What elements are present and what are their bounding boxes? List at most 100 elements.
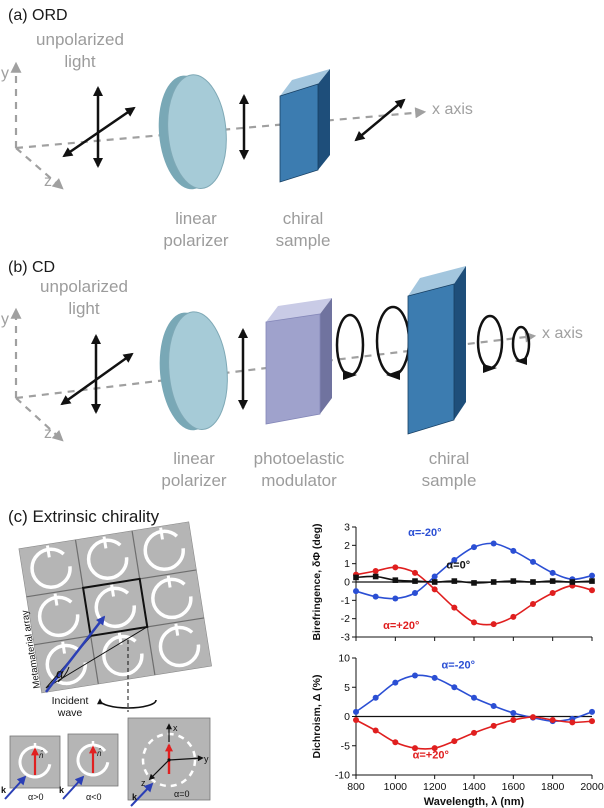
y-axis-title: Birefringence, δΦ (deg) [311, 523, 323, 640]
polarizer-face [168, 311, 228, 430]
series-annotation: α=-20° [442, 660, 475, 672]
slab-front-face [279, 83, 319, 183]
series-annotation: α=-20° [408, 527, 441, 539]
rotated-polarization-arrow [354, 98, 406, 142]
svg-text:1400: 1400 [462, 781, 486, 793]
y-axis-title: Dichroism, Δ (%) [311, 675, 323, 759]
unit-cell-alpha-negative: n̂ k α<0 [59, 733, 119, 802]
rotation-arrowhead-icon [343, 370, 357, 380]
unit-cell-frame [81, 577, 149, 638]
metamaterial-array [18, 518, 212, 697]
svg-text:1: 1 [344, 558, 350, 570]
series-annotation: α=0° [446, 559, 470, 571]
series-annotation: α=+20° [413, 750, 449, 762]
svg-text:2: 2 [344, 540, 350, 552]
linear-polarizer-disc [158, 74, 227, 190]
modulator-label-1: photoelastic [254, 449, 345, 468]
rotation-arrowhead-icon [386, 370, 400, 380]
svg-text:1000: 1000 [384, 781, 408, 793]
circular-polarization-icons-after [476, 314, 531, 373]
y-axis-label: y [1, 65, 9, 82]
slab-front-face [407, 283, 455, 435]
incident-wave-label-2: wave [57, 707, 83, 719]
incident-wave-label-1: Incident [52, 695, 89, 707]
incident-wave-arrow [45, 615, 106, 693]
unit-cell-alpha-positive: n̂ k α>0 [1, 735, 61, 802]
chiral-sample-slab [279, 69, 330, 183]
sample-label-1: chiral [283, 209, 324, 228]
svg-text:10: 10 [338, 653, 350, 665]
k-label: k [1, 785, 7, 795]
svg-text:-10: -10 [335, 770, 350, 782]
y-axis-label: y [1, 311, 9, 328]
slab-top-face [408, 266, 466, 296]
slab-side-face [318, 69, 330, 170]
unpolarized-light-label-1: unpolarized [40, 277, 128, 296]
polarizer-label-1: linear [173, 449, 215, 468]
rotation-arrowhead-icon [515, 357, 527, 365]
panel-cd: (b) CD y z x axis unpolarized light [1, 259, 583, 490]
svg-text:-5: -5 [341, 740, 350, 752]
circular-polarization-icon [335, 313, 365, 377]
svg-text:0: 0 [344, 577, 350, 589]
chart-series [353, 714, 595, 752]
y-axis-arrow [168, 755, 204, 762]
array-substrate [18, 521, 212, 694]
photoelastic-modulator-slab [265, 298, 332, 425]
diagonal-polarization-arrow [62, 106, 136, 158]
x-axis-label: x axis [432, 101, 473, 118]
x-axis-label: x [173, 723, 178, 733]
y-axis-label: y [204, 754, 209, 764]
sample-label-1: chiral [429, 449, 470, 468]
rotation-arrowhead-icon [483, 364, 497, 373]
slab-side-face [454, 266, 466, 420]
panel-extrinsic-chirality: (c) Extrinsic chirality Metamaterial arr… [1, 507, 604, 808]
panel-c-title: (c) Extrinsic chirality [8, 507, 160, 526]
alpha-label: α [56, 666, 64, 681]
k-label: k [132, 792, 138, 802]
modulator-label-2: modulator [261, 471, 337, 490]
diagonal-polarization-arrow [60, 352, 134, 406]
unpolarized-light-label-2: light [64, 52, 95, 71]
svg-text:1600: 1600 [502, 781, 526, 793]
sample-label-2: sample [422, 471, 477, 490]
k-label: k [59, 785, 65, 795]
modulator-top-face [266, 298, 332, 322]
polarizer-face [167, 74, 227, 189]
svg-text:3: 3 [344, 522, 350, 534]
chiral-sample-slab [407, 266, 466, 435]
k-vector-arrow [4, 775, 27, 800]
x-axis-label: x axis [542, 325, 583, 342]
svg-text:800: 800 [347, 781, 365, 793]
z-axis-arrow [15, 147, 64, 190]
chart-series [353, 564, 595, 628]
linear-polarizer-disc [159, 311, 228, 431]
svg-text:-3: -3 [341, 632, 350, 644]
birefringence-chart: 3 2 1 0 -1 -2 -3 Birefringence, δΦ (deg) α=-20° α… [311, 522, 595, 644]
svg-text:2000: 2000 [580, 781, 604, 793]
slab-top-face [280, 69, 330, 96]
unit-cell-alpha-zero: x y z k α=0 [127, 717, 211, 807]
z-axis-label: z [44, 173, 52, 190]
modulator-front-face [265, 313, 321, 425]
panel-b-title: (b) CD [8, 259, 55, 276]
polarizer-label-2: polarizer [163, 231, 229, 250]
panel-a-title: (a) ORD [8, 7, 68, 24]
rotation-arrow-icon [97, 698, 157, 709]
angle-label: α=0 [174, 789, 189, 799]
series-annotation: α=+20° [383, 620, 419, 632]
svg-text:5: 5 [344, 682, 350, 694]
z-axis-label: z [44, 425, 52, 442]
circular-polarization-icon [375, 305, 411, 377]
chart-series [353, 573, 595, 586]
x-axis-title: Wavelength, λ (nm) [424, 796, 525, 808]
polarizer-label-1: linear [175, 209, 217, 228]
svg-text:1800: 1800 [541, 781, 565, 793]
unpolarized-light-label-1: unpolarized [36, 30, 124, 49]
svg-text:-1: -1 [341, 595, 350, 607]
chart-series [353, 540, 595, 602]
z-axis-label: z [141, 778, 146, 788]
